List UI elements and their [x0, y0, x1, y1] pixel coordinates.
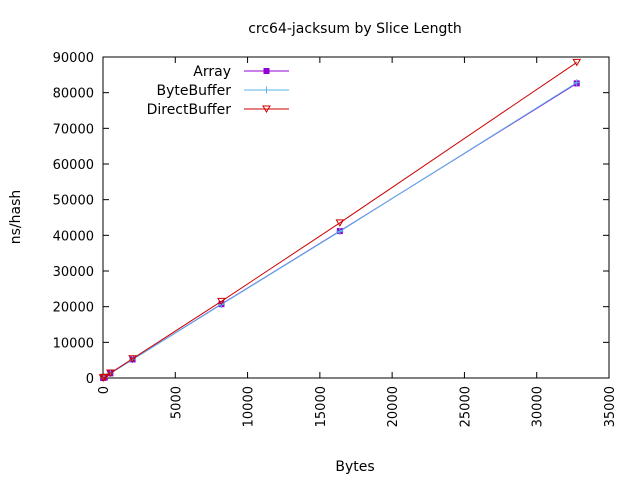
plot-border: [102, 56, 610, 379]
x-tick-label: 5000: [169, 386, 184, 419]
data-point: [217, 297, 226, 306]
y-tick-label: 90000: [53, 51, 94, 66]
y-tick-label: 50000: [53, 194, 94, 209]
legend-item-bytebuffer: ByteBuffer: [157, 83, 289, 99]
x-axis: 0 5000 10000 15000 20000 25000 30000 35000: [97, 57, 618, 427]
series-bytebuffer: [99, 79, 581, 382]
x-axis-label: Bytes: [335, 459, 374, 475]
series-directbuffer: [98, 58, 582, 382]
chart-title: crc64-jacksum by Slice Length: [248, 21, 462, 37]
legend: Array ByteBuffer DirectBuffer: [147, 64, 289, 118]
y-tick-label: 70000: [53, 122, 94, 137]
legend-label: DirectBuffer: [147, 102, 232, 118]
y-axis-label: ns/hash: [8, 190, 24, 245]
data-point: [573, 79, 581, 87]
legend-label: ByteBuffer: [157, 83, 232, 99]
y-tick-label: 80000: [53, 87, 94, 102]
y-tick-label: 30000: [53, 265, 94, 280]
x-tick-label: 20000: [386, 386, 401, 427]
legend-swatch-marker: [263, 68, 270, 74]
legend-swatch-marker: [263, 86, 270, 94]
data-point: [336, 227, 344, 235]
y-tick-label: 10000: [53, 336, 94, 351]
legend-swatch-marker: [262, 105, 271, 113]
legend-item-array: Array: [193, 64, 289, 80]
plot-frame: [102, 56, 610, 379]
y-axis: 0 10000 20000 30000 40000 50000 60000 70000 8000…: [53, 51, 609, 387]
x-tick-label: 10000: [242, 386, 257, 427]
x-tick-label: 35000: [603, 386, 618, 427]
data-point: [106, 369, 115, 377]
x-tick-label: 0: [97, 386, 112, 394]
y-tick-label: 20000: [53, 301, 94, 316]
y-tick-label: 60000: [53, 158, 94, 173]
data-point: [572, 58, 582, 67]
legend-item-directbuffer: DirectBuffer: [147, 102, 289, 118]
data-point: [128, 355, 137, 363]
series-layer: [98, 58, 582, 382]
legend-label: Array: [193, 64, 231, 80]
data-point: [335, 219, 345, 227]
x-tick-label: 30000: [531, 386, 546, 427]
data-point: [100, 373, 110, 382]
x-tick-label: 25000: [458, 386, 473, 427]
y-tick-label: 0: [86, 372, 94, 387]
x-tick-label: 15000: [314, 386, 329, 427]
y-tick-label: 40000: [53, 229, 94, 244]
